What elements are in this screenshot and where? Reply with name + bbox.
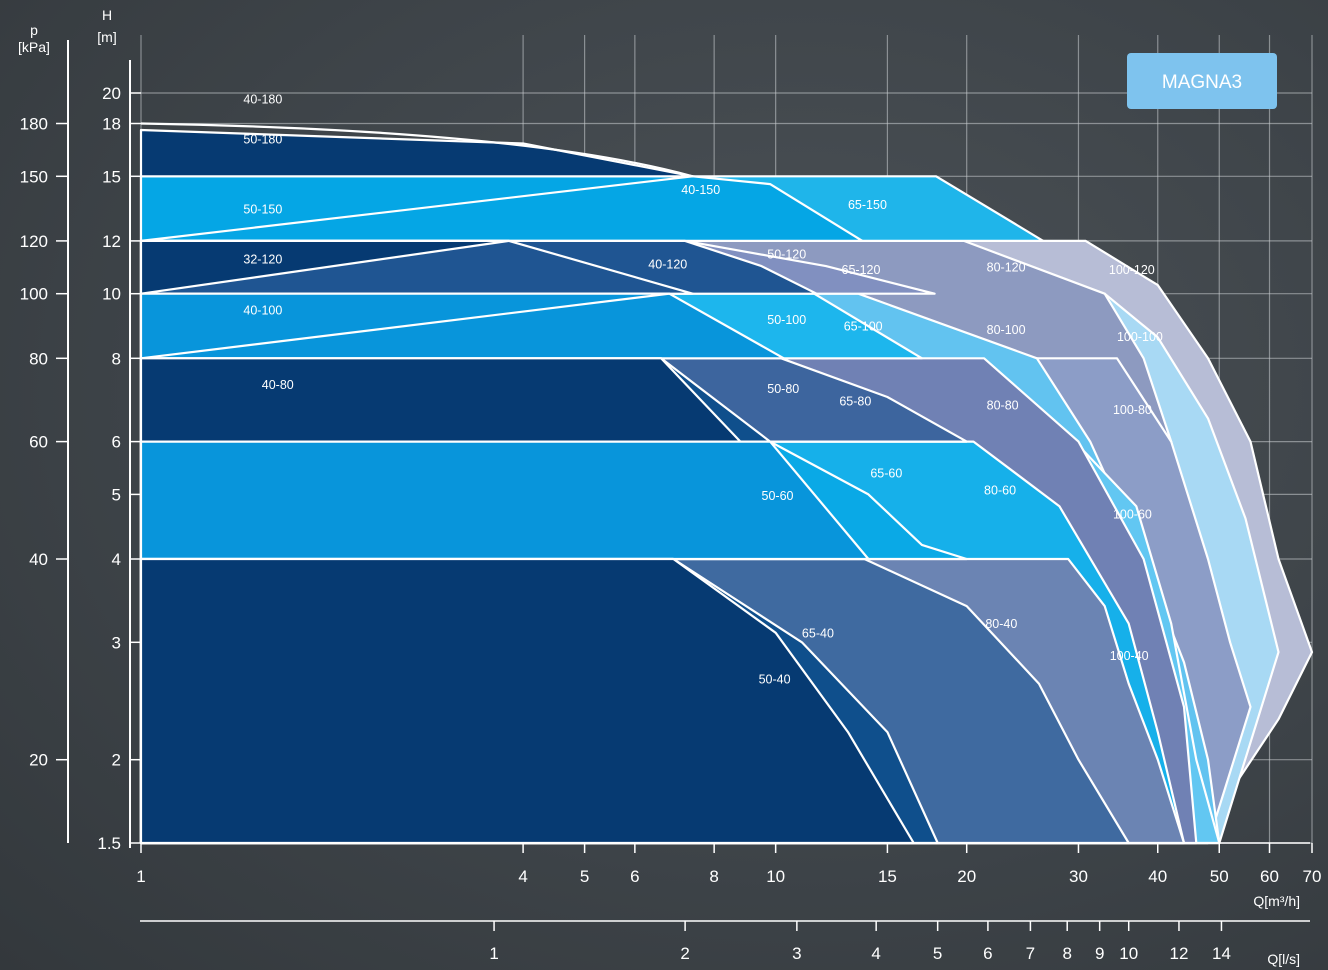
region-label-65-40: 65-40 xyxy=(802,627,834,641)
q-tick-label-5: 10 xyxy=(766,867,785,886)
q-tick-label-10: 50 xyxy=(1210,867,1229,886)
region-label-65-100: 65-100 xyxy=(844,320,883,334)
region-label-50-120: 50-120 xyxy=(767,247,806,261)
region-label-40-100: 40-100 xyxy=(243,304,282,318)
region-label-50-100: 50-100 xyxy=(767,313,806,327)
h-tick-label-2: 15 xyxy=(102,167,121,186)
region-label-50-150: 50-150 xyxy=(243,202,282,216)
region-label-80-100: 80-100 xyxy=(987,323,1026,337)
magna3-badge: MAGNA3 xyxy=(1127,53,1277,109)
h-tick-label-0: 20 xyxy=(102,84,121,103)
p-tick-label-0: 180 xyxy=(20,115,48,134)
region-label-65-120: 65-120 xyxy=(842,263,881,277)
region-40-100 xyxy=(139,292,671,360)
h-tick-label-6: 6 xyxy=(112,433,121,452)
h-tick-label-1: 18 xyxy=(102,115,121,134)
p-axis-label-line1: p xyxy=(30,22,38,38)
p-tick-label-2: 120 xyxy=(20,232,48,251)
h-axis-ticks: 20 18 15 12 10 8 6 5 4 3 2 1.5 xyxy=(97,84,141,853)
h-tick-label-7: 5 xyxy=(112,485,121,504)
pump-regions xyxy=(139,122,1314,845)
region-label-65-80: 65-80 xyxy=(839,394,871,408)
curve-40-180 xyxy=(140,122,693,178)
region-label-100-40: 100-40 xyxy=(1110,649,1149,663)
h-tick-label-11: 1.5 xyxy=(97,834,121,853)
q-tick-label-3: 6 xyxy=(630,867,639,886)
h-tick-label-3: 12 xyxy=(102,232,121,251)
region-labels: 40-180 50-180 50-150 40-150 65-150 32-120 40-1… xyxy=(243,92,1162,686)
q-tick-label-1: 4 xyxy=(518,867,527,886)
region-label-80-120: 80-120 xyxy=(987,260,1026,274)
p-tick-label-5: 60 xyxy=(29,433,48,452)
q-ls-axis-ticks: 1 2 3 4 5 6 7 8 9 10 12 14 xyxy=(489,921,1231,963)
region-label-100-80: 100-80 xyxy=(1113,403,1152,417)
region-50-60 xyxy=(139,440,870,561)
region-label-32-120: 32-120 xyxy=(243,252,282,266)
q-tick-label-4: 8 xyxy=(709,867,718,886)
q-tick-label-6: 15 xyxy=(878,867,897,886)
region-label-40-150: 40-150 xyxy=(681,183,720,197)
region-label-40-120: 40-120 xyxy=(648,258,687,272)
h-tick-label-10: 2 xyxy=(112,751,121,770)
h-tick-label-9: 3 xyxy=(112,633,121,652)
region-label-40-180: 40-180 xyxy=(243,92,282,106)
region-label-100-60: 100-60 xyxy=(1113,508,1152,522)
qls-tick-label-7: 8 xyxy=(1062,944,1071,963)
region-label-50-80: 50-80 xyxy=(767,382,799,396)
region-label-80-60: 80-60 xyxy=(984,483,1016,497)
h-tick-label-5: 8 xyxy=(112,349,121,368)
qls-tick-label-11: 14 xyxy=(1212,944,1231,963)
q-tick-label-9: 40 xyxy=(1148,867,1167,886)
p-tick-label-3: 100 xyxy=(20,285,48,304)
h-axis-label-line2: [m] xyxy=(97,29,116,45)
qls-tick-label-6: 7 xyxy=(1026,944,1035,963)
region-label-40-80: 40-80 xyxy=(262,378,294,392)
region-label-65-60: 65-60 xyxy=(870,467,902,481)
qls-tick-label-1: 2 xyxy=(680,944,689,963)
region-label-50-180: 50-180 xyxy=(243,132,282,146)
qls-tick-label-4: 5 xyxy=(933,944,942,963)
p-axis-label-line2: [kPa] xyxy=(18,39,50,55)
q-m3h-axis-ticks: 1 4 5 6 8 10 15 20 30 40 50 60 70 xyxy=(136,843,1321,886)
region-32-120 xyxy=(139,239,511,295)
region-label-100-100: 100-100 xyxy=(1117,330,1163,344)
qls-tick-label-0: 1 xyxy=(489,944,498,963)
q-tick-label-7: 20 xyxy=(957,867,976,886)
q-tick-label-12: 70 xyxy=(1303,867,1322,886)
qls-tick-label-8: 9 xyxy=(1095,944,1104,963)
q-m3h-axis-label: Q[m³/h] xyxy=(1253,893,1300,909)
region-label-80-80: 80-80 xyxy=(987,399,1019,413)
q-tick-label-2: 5 xyxy=(580,867,589,886)
region-label-65-150: 65-150 xyxy=(848,198,887,212)
badge-text: MAGNA3 xyxy=(1162,72,1242,93)
p-tick-label-4: 80 xyxy=(29,349,48,368)
q-tick-label-8: 30 xyxy=(1069,867,1088,886)
region-label-50-40: 50-40 xyxy=(759,673,791,687)
region-50-180 xyxy=(139,128,694,178)
h-axis-label-line1: H xyxy=(102,7,112,23)
badge-background xyxy=(1127,53,1277,109)
q-tick-label-0: 1 xyxy=(136,867,145,886)
region-label-100-120: 100-120 xyxy=(1109,263,1155,277)
qls-tick-label-10: 12 xyxy=(1170,944,1189,963)
h-tick-label-4: 10 xyxy=(102,285,121,304)
region-label-50-60: 50-60 xyxy=(762,489,794,503)
p-tick-label-1: 150 xyxy=(20,167,48,186)
qls-tick-label-5: 6 xyxy=(983,944,992,963)
q-ls-axis-label: Q[l/s] xyxy=(1267,951,1300,967)
qls-tick-label-9: 10 xyxy=(1119,944,1138,963)
qls-tick-label-3: 4 xyxy=(871,944,880,963)
p-axis-ticks: 180 150 120 100 80 60 40 20 xyxy=(20,115,68,770)
qls-tick-label-2: 3 xyxy=(792,944,801,963)
p-tick-label-7: 20 xyxy=(29,751,48,770)
h-tick-label-8: 4 xyxy=(112,550,121,569)
region-40-80 xyxy=(139,357,742,443)
region-label-80-40: 80-40 xyxy=(985,617,1017,631)
q-tick-label-11: 60 xyxy=(1260,867,1279,886)
p-tick-label-6: 40 xyxy=(29,550,48,569)
